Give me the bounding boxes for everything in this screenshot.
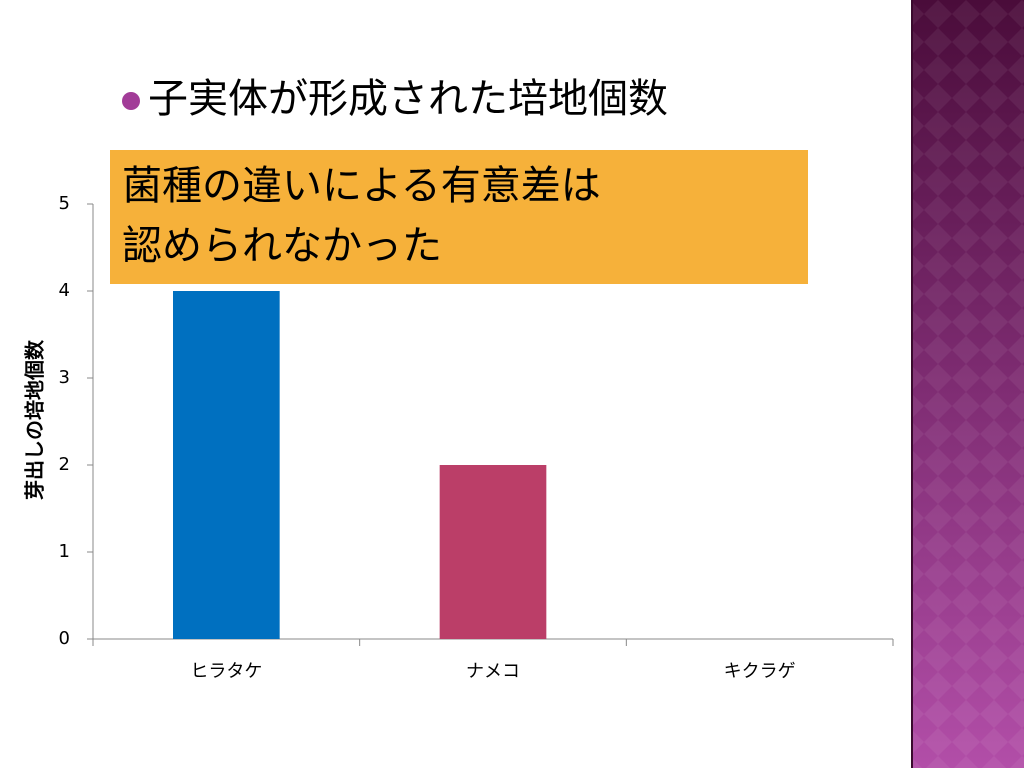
annotation-line: 菌種の違いによる有意差は: [122, 163, 601, 209]
y-tick-label: 5: [59, 193, 70, 214]
y-tick-label: 0: [59, 628, 70, 649]
bar: [173, 291, 280, 639]
y-tick-label: 4: [59, 280, 70, 301]
y-tick-label: 1: [59, 541, 70, 562]
annotation-line: 認められなかった: [122, 223, 442, 269]
bar: [439, 465, 547, 639]
y-tick-label: 2: [59, 454, 70, 475]
slide-title: 子実体が形成された培地個数: [148, 76, 668, 122]
plot: 0 1 2 3 4 5 ヒラタケ ナメコ キクラゲ: [59, 193, 894, 682]
x-tick-label: ヒラタケ: [190, 661, 262, 682]
y-axis-label: 芽出しの培地個数: [23, 339, 47, 500]
x-tick-label: キクラゲ: [724, 661, 796, 682]
x-tick-label: ナメコ: [466, 661, 520, 682]
y-tick-label: 3: [59, 367, 70, 388]
annotation-box: [110, 150, 808, 284]
side-pattern: [912, 0, 1024, 768]
bullet: [122, 92, 140, 110]
